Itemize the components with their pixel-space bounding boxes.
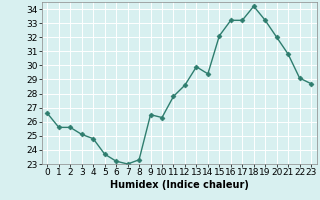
X-axis label: Humidex (Indice chaleur): Humidex (Indice chaleur) [110, 180, 249, 190]
